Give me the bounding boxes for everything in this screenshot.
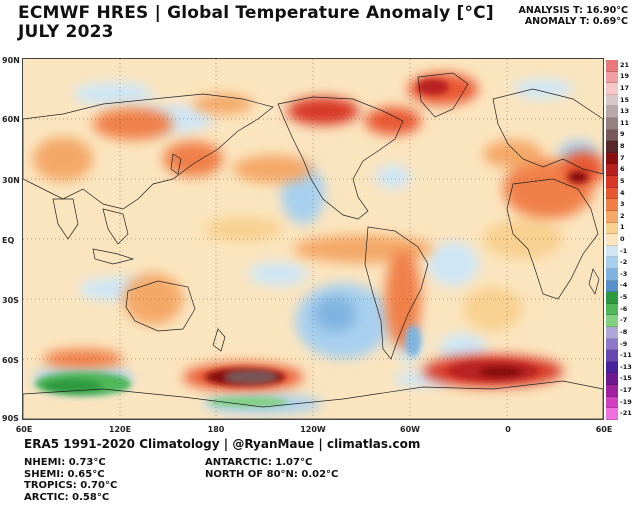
colorbar-swatch xyxy=(606,385,618,397)
stats-left: NHEMI: 0.73°C SHEMI: 0.65°C TROPICS: 0.7… xyxy=(24,457,117,503)
colorbar-label: 13 xyxy=(620,107,630,116)
lon-label-60w: 60W xyxy=(400,425,420,434)
colorbar-swatch xyxy=(606,71,618,84)
colorbar-label: 8 xyxy=(620,142,625,151)
colorbar-label: -17 xyxy=(620,385,632,394)
colorbar-swatch xyxy=(606,164,618,177)
colorbar-label: 11 xyxy=(620,118,630,127)
colorbar-label: -19 xyxy=(620,397,632,406)
colorbar-swatch xyxy=(606,83,618,95)
colorbar-label: 5 xyxy=(620,176,625,185)
strong-anomalies xyxy=(35,79,588,407)
colorbar-swatch xyxy=(606,176,618,188)
colorbar-swatch xyxy=(606,396,618,409)
colorbar-label: -21 xyxy=(620,409,632,418)
title-line-1: ECMWF HRES | Global Temperature Anomaly … xyxy=(18,3,494,23)
stat-shemi: SHEMI: 0.65°C xyxy=(24,468,105,480)
colorbar-swatch xyxy=(606,210,618,223)
colorbar-swatch xyxy=(606,245,618,258)
colorbar-label: 0 xyxy=(620,235,625,243)
colorbar-swatch xyxy=(606,408,618,420)
analysis-anomaly: ANOMALY T: 0.69°C xyxy=(524,16,628,27)
lon-label-60e-right: 60E xyxy=(595,425,613,434)
colorbar-label: 21 xyxy=(620,60,630,69)
colorbar-label: -9 xyxy=(620,339,628,348)
anomaly-map xyxy=(22,58,604,420)
colorbar-swatch xyxy=(606,350,618,362)
climatology-credit: ERA5 1991-2020 Climatology | @RyanMaue |… xyxy=(24,437,421,451)
colorbar-label: -4 xyxy=(620,281,628,290)
lon-label-0: 0 xyxy=(505,425,511,434)
lon-label-180: 180 xyxy=(207,425,225,434)
colorbar-swatch xyxy=(606,257,618,269)
colorbar-swatch xyxy=(606,141,618,153)
colorbar-label: -8 xyxy=(620,327,628,336)
lat-label-90n: 90N xyxy=(2,56,20,65)
colorbar-swatch xyxy=(606,106,618,119)
stat-north-of-80n: NORTH OF 80°N: 0.02°C xyxy=(205,468,339,480)
warm-anomalies xyxy=(33,73,603,391)
colorbar-swatch xyxy=(606,60,618,72)
analysis-temperature: ANALYSIS T: 16.90°C xyxy=(518,5,628,16)
colorbar-label: -13 xyxy=(620,362,632,371)
colorbar-swatch xyxy=(606,292,618,304)
colorbar-label: 2 xyxy=(620,211,625,220)
colorbar-label: 3 xyxy=(620,200,625,209)
colorbar-swatch xyxy=(606,327,618,339)
colorbar-label: -11 xyxy=(620,351,632,360)
colorbar-swatch xyxy=(606,234,618,246)
colorbar-swatch xyxy=(606,361,618,374)
colorbar-label: -7 xyxy=(620,316,628,325)
colorbar-label: 17 xyxy=(620,84,630,93)
colorbar-label: 4 xyxy=(620,188,625,197)
colorbar-swatch xyxy=(606,303,618,316)
lat-label-60n: 60N xyxy=(2,115,20,124)
colorbar-label: -3 xyxy=(620,269,628,278)
colorbar-label: 15 xyxy=(620,95,630,104)
lat-label-90s: 90S xyxy=(2,414,19,423)
coastlines xyxy=(23,72,603,419)
lat-label-60s: 60S xyxy=(2,356,19,365)
lat-label-30n: 30N xyxy=(2,176,20,185)
colorbar-label: -1 xyxy=(620,246,628,255)
stats-right: ANTARCTIC: 1.07°C NORTH OF 80°N: 0.02°C xyxy=(205,457,338,480)
stat-arctic: ARCTIC: 0.58°C xyxy=(24,491,110,503)
colorbar-swatch xyxy=(606,315,618,328)
colorbar-label: -15 xyxy=(620,374,632,383)
colorbar-label: 6 xyxy=(620,165,625,174)
analysis-summary: ANALYSIS T: 16.90°C ANOMALY T: 0.69°C xyxy=(519,5,628,27)
colorbar-swatch xyxy=(606,94,618,107)
stat-antarctic: ANTARCTIC: 1.07°C xyxy=(205,457,313,468)
colorbar-swatch xyxy=(606,222,618,235)
lon-label-120e: 120E xyxy=(108,425,132,434)
colorbar xyxy=(606,60,618,420)
lon-label-120w: 120W xyxy=(300,425,326,434)
colorbar-label: 9 xyxy=(620,130,625,139)
colorbar-swatch xyxy=(606,373,618,386)
colorbar-label: 1 xyxy=(620,223,625,232)
colorbar-label: -2 xyxy=(620,258,628,267)
colorbar-swatch xyxy=(606,118,618,130)
colorbar-swatch xyxy=(606,187,618,200)
stat-tropics: TROPICS: 0.70°C xyxy=(24,480,118,491)
colorbar-label: 19 xyxy=(620,72,630,81)
graticule xyxy=(23,59,603,419)
colorbar-swatch xyxy=(606,152,618,165)
map-title: ECMWF HRES | Global Temperature Anomaly … xyxy=(18,4,494,42)
stat-nhemi: NHEMI: 0.73°C xyxy=(24,457,106,468)
anomaly-map-canvas xyxy=(23,59,603,419)
lat-label-eq: EQ xyxy=(2,236,15,245)
lon-label-60e-left: 60E xyxy=(15,425,33,434)
title-line-2: JULY 2023 xyxy=(18,22,114,42)
colorbar-label: -5 xyxy=(620,293,628,302)
colorbar-swatch xyxy=(606,129,618,142)
colorbar-swatch xyxy=(606,268,618,281)
colorbar-labels: 21 19 17 15 13 11 9 8 7 6 5 4 3 2 1 0 -1 -2 -3 -4 -5 -6 -7 -8 -9… xyxy=(620,60,640,420)
colorbar-swatch xyxy=(606,199,618,211)
colorbar-label: 7 xyxy=(620,153,625,162)
colorbar-swatch xyxy=(606,338,618,351)
lat-label-30s: 30S xyxy=(2,296,19,305)
colorbar-swatch xyxy=(606,280,618,293)
colorbar-label: -6 xyxy=(620,304,628,313)
